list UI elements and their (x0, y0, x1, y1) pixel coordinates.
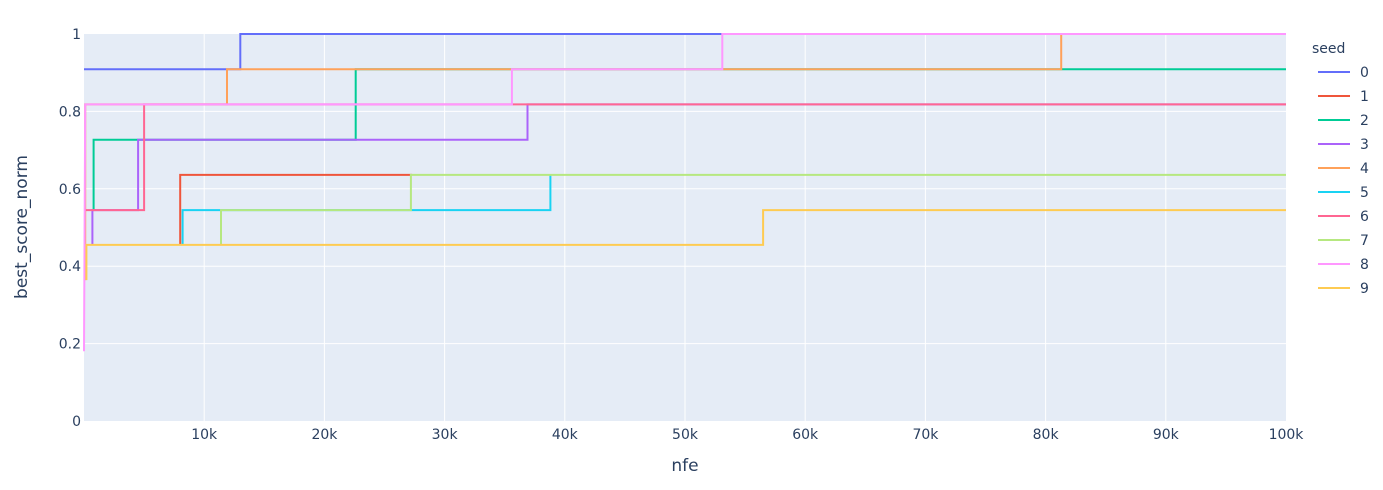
legend-label-seed-7[interactable]: 7 (1360, 233, 1369, 249)
series-line-seed-8 (83, 33, 1286, 352)
legend-label-seed-5[interactable]: 5 (1360, 185, 1369, 201)
legend-title: seed (1312, 41, 1345, 57)
y-gridlines (84, 110, 1286, 345)
y-tick-label: 0.4 (59, 259, 81, 275)
series-line-seed-7 (220, 173, 1286, 245)
y-tick-label: 0 (72, 414, 81, 430)
x-tick-label: 20k (311, 427, 338, 443)
y-tick-labels: 0 0.2 0.4 0.6 0.8 1 (59, 27, 81, 430)
series-line-seed-9 (85, 209, 1286, 281)
x-tick-labels: 10k 20k 30k 40k 50k 60k 70k 80k 90k 100k (191, 427, 1304, 443)
legend-label-seed-0[interactable]: 0 (1360, 65, 1369, 81)
series-line-seed-6 (85, 103, 1286, 212)
y-tick-label: 1 (72, 27, 81, 43)
x-tick-label: 40k (552, 427, 579, 443)
y-tick-label: 0.8 (59, 104, 81, 120)
x-tick-label: 70k (912, 427, 939, 443)
series-layer (83, 33, 1286, 352)
x-tick-label: 100k (1269, 427, 1305, 443)
y-axis-title: best_score_norm (12, 155, 32, 299)
x-tick-label: 90k (1153, 427, 1180, 443)
x-tick-label: 50k (672, 427, 699, 443)
x-axis-title: nfe (671, 456, 698, 476)
x-tick-label: 60k (792, 427, 819, 443)
x-tick-label: 10k (191, 427, 218, 443)
legend-label-seed-8[interactable]: 8 (1360, 257, 1369, 273)
legend-label-seed-6[interactable]: 6 (1360, 209, 1369, 225)
series-line-seed-1 (179, 173, 413, 245)
legend-label-seed-4[interactable]: 4 (1360, 161, 1369, 177)
x-tick-label: 80k (1033, 427, 1060, 443)
legend-label-seed-9[interactable]: 9 (1360, 281, 1369, 297)
legend-label-seed-2[interactable]: 2 (1360, 113, 1369, 129)
legend-label-seed-3[interactable]: 3 (1360, 137, 1369, 153)
x-gridlines (203, 34, 1167, 421)
y-tick-label: 0.2 (59, 337, 81, 353)
x-tick-label: 30k (432, 427, 459, 443)
legend: seed 0 1 2 3 4 5 6 7 8 9 (1312, 41, 1369, 297)
y-tick-label: 0.6 (59, 182, 81, 198)
legend-label-seed-1[interactable]: 1 (1360, 89, 1369, 105)
